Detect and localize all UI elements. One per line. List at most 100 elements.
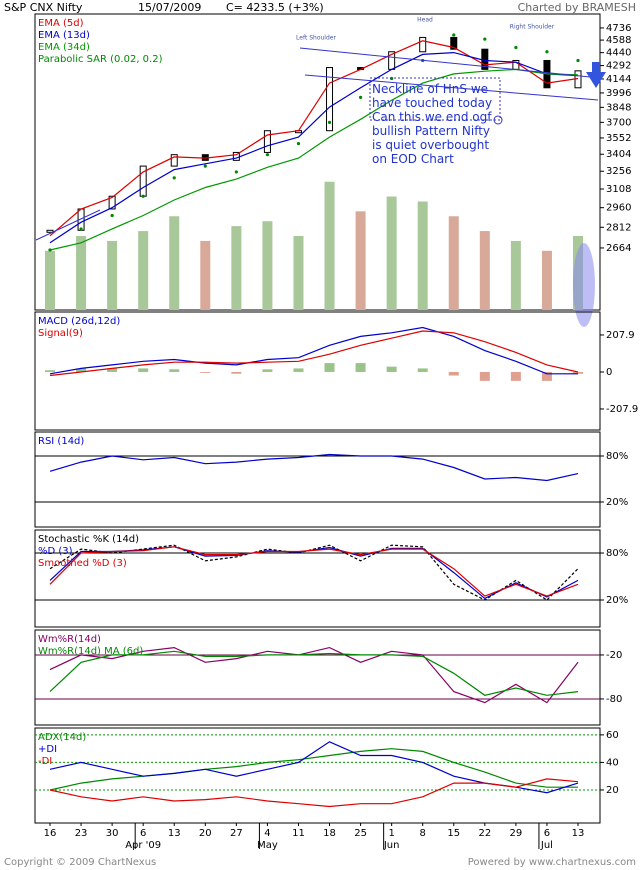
x-tick-label: 8	[420, 828, 426, 839]
legend-label: -DI	[38, 756, 52, 767]
x-tick-label: 13	[572, 828, 585, 839]
copyright: Copyright © 2009 ChartNexus	[4, 857, 156, 868]
histogram-bar	[479, 371, 490, 381]
y-tick-label: 4292	[606, 61, 631, 72]
y-tick-label: 2960	[606, 203, 631, 214]
legend-label: Stochastic %K (14d)	[38, 534, 139, 545]
volume-bar	[510, 240, 521, 310]
arrow	[586, 62, 606, 88]
volume-bar	[262, 221, 273, 310]
volume-bar	[417, 201, 428, 310]
legend-label: MACD (26d,12d)	[38, 316, 120, 327]
y-tick-label: 20%	[606, 595, 628, 606]
sar-dot	[79, 227, 83, 231]
candle	[170, 154, 178, 167]
histogram-bar	[76, 368, 87, 372]
volume-bar	[231, 226, 242, 310]
symbol: S&P CNX Nifty	[4, 1, 83, 14]
y-tick-label: 3256	[606, 166, 631, 177]
series-line	[49, 650, 579, 696]
histogram-bar	[262, 369, 273, 372]
y-tick-label: 4440	[606, 48, 631, 59]
y-tick-label: 3996	[606, 88, 631, 99]
month-label: Jul	[540, 840, 553, 851]
series-line	[49, 330, 579, 377]
series-line	[49, 68, 579, 251]
sar-dot	[48, 248, 52, 252]
x-tick-label: 4	[264, 828, 270, 839]
x-tick-label: 15	[447, 828, 460, 839]
y-tick-label: 4588	[606, 35, 631, 46]
y-tick-label: -207.9	[606, 404, 638, 415]
x-tick-label: 6	[544, 828, 550, 839]
y-tick-label: 2664	[606, 243, 631, 254]
date: 15/07/2009	[138, 1, 201, 14]
volume-bar	[448, 216, 459, 310]
volume-bar	[169, 216, 180, 310]
volume-bar	[138, 231, 149, 310]
series-line	[49, 646, 579, 704]
histogram-bar	[541, 371, 552, 381]
histogram-bar	[200, 371, 211, 373]
credit: Charted by BRAMESH	[518, 1, 636, 14]
sar-dot	[172, 176, 176, 180]
series-line	[49, 546, 579, 597]
y-tick-label: 3848	[606, 102, 631, 113]
series-line	[49, 51, 579, 244]
series-line	[49, 326, 578, 375]
x-tick-label: 25	[354, 828, 367, 839]
y-tick-label: 20	[606, 785, 619, 796]
x-tick-label: 23	[75, 828, 88, 839]
panel-frame	[34, 13, 601, 311]
x-tick-label: 13	[168, 828, 181, 839]
x-tick-label: 1	[388, 828, 394, 839]
panel-frame	[34, 529, 601, 628]
x-tick-label: 30	[106, 828, 119, 839]
sar-dot	[483, 37, 487, 41]
month-label: Jun	[383, 840, 400, 851]
trend-line	[304, 74, 599, 101]
legend-label: %D (3)	[38, 546, 73, 557]
month-label: May	[257, 840, 278, 851]
candle	[326, 67, 334, 132]
x-tick-label: 6	[140, 828, 146, 839]
series-line	[49, 544, 579, 601]
y-tick-label: 20%	[606, 497, 628, 508]
legend-label: Wm%R(14d) MA (6d)	[38, 646, 143, 657]
volume-bar	[76, 236, 87, 310]
histogram-bar	[45, 370, 55, 372]
annotation: Head	[417, 17, 433, 24]
y-tick-label: 3700	[606, 117, 631, 128]
volume-bar	[386, 196, 397, 310]
sar-dot	[203, 164, 207, 168]
y-tick-label: 0	[606, 367, 612, 378]
candle	[46, 229, 54, 233]
annotation-text: Neckline of HnS we have touched today Ca…	[372, 82, 493, 166]
legend-label: +DI	[38, 744, 57, 755]
y-tick-label: 207.9	[606, 330, 635, 341]
candle	[108, 195, 116, 210]
y-tick-label: -20	[606, 650, 622, 661]
annotation: Right Shoulder	[510, 24, 555, 31]
annotation-box	[369, 77, 501, 121]
histogram-bar	[448, 371, 459, 376]
histogram-bar	[573, 371, 583, 374]
sar-dot	[358, 95, 363, 99]
panel-frame	[34, 629, 601, 726]
y-tick-label: 40	[606, 757, 619, 768]
volume-bar	[541, 250, 552, 310]
candle	[450, 36, 458, 50]
sar-dot	[296, 141, 301, 146]
sar-dot	[110, 213, 114, 218]
histogram-bar	[231, 371, 242, 374]
y-tick-label: 3552	[606, 133, 631, 144]
highlight	[573, 243, 595, 327]
y-tick-label: 2812	[606, 222, 631, 233]
volume-bar	[200, 240, 211, 310]
sar-dot	[545, 50, 549, 54]
trend-line	[299, 47, 601, 79]
panel-frame	[34, 727, 601, 824]
histogram-bar	[138, 368, 149, 372]
panel-frame	[34, 311, 601, 431]
